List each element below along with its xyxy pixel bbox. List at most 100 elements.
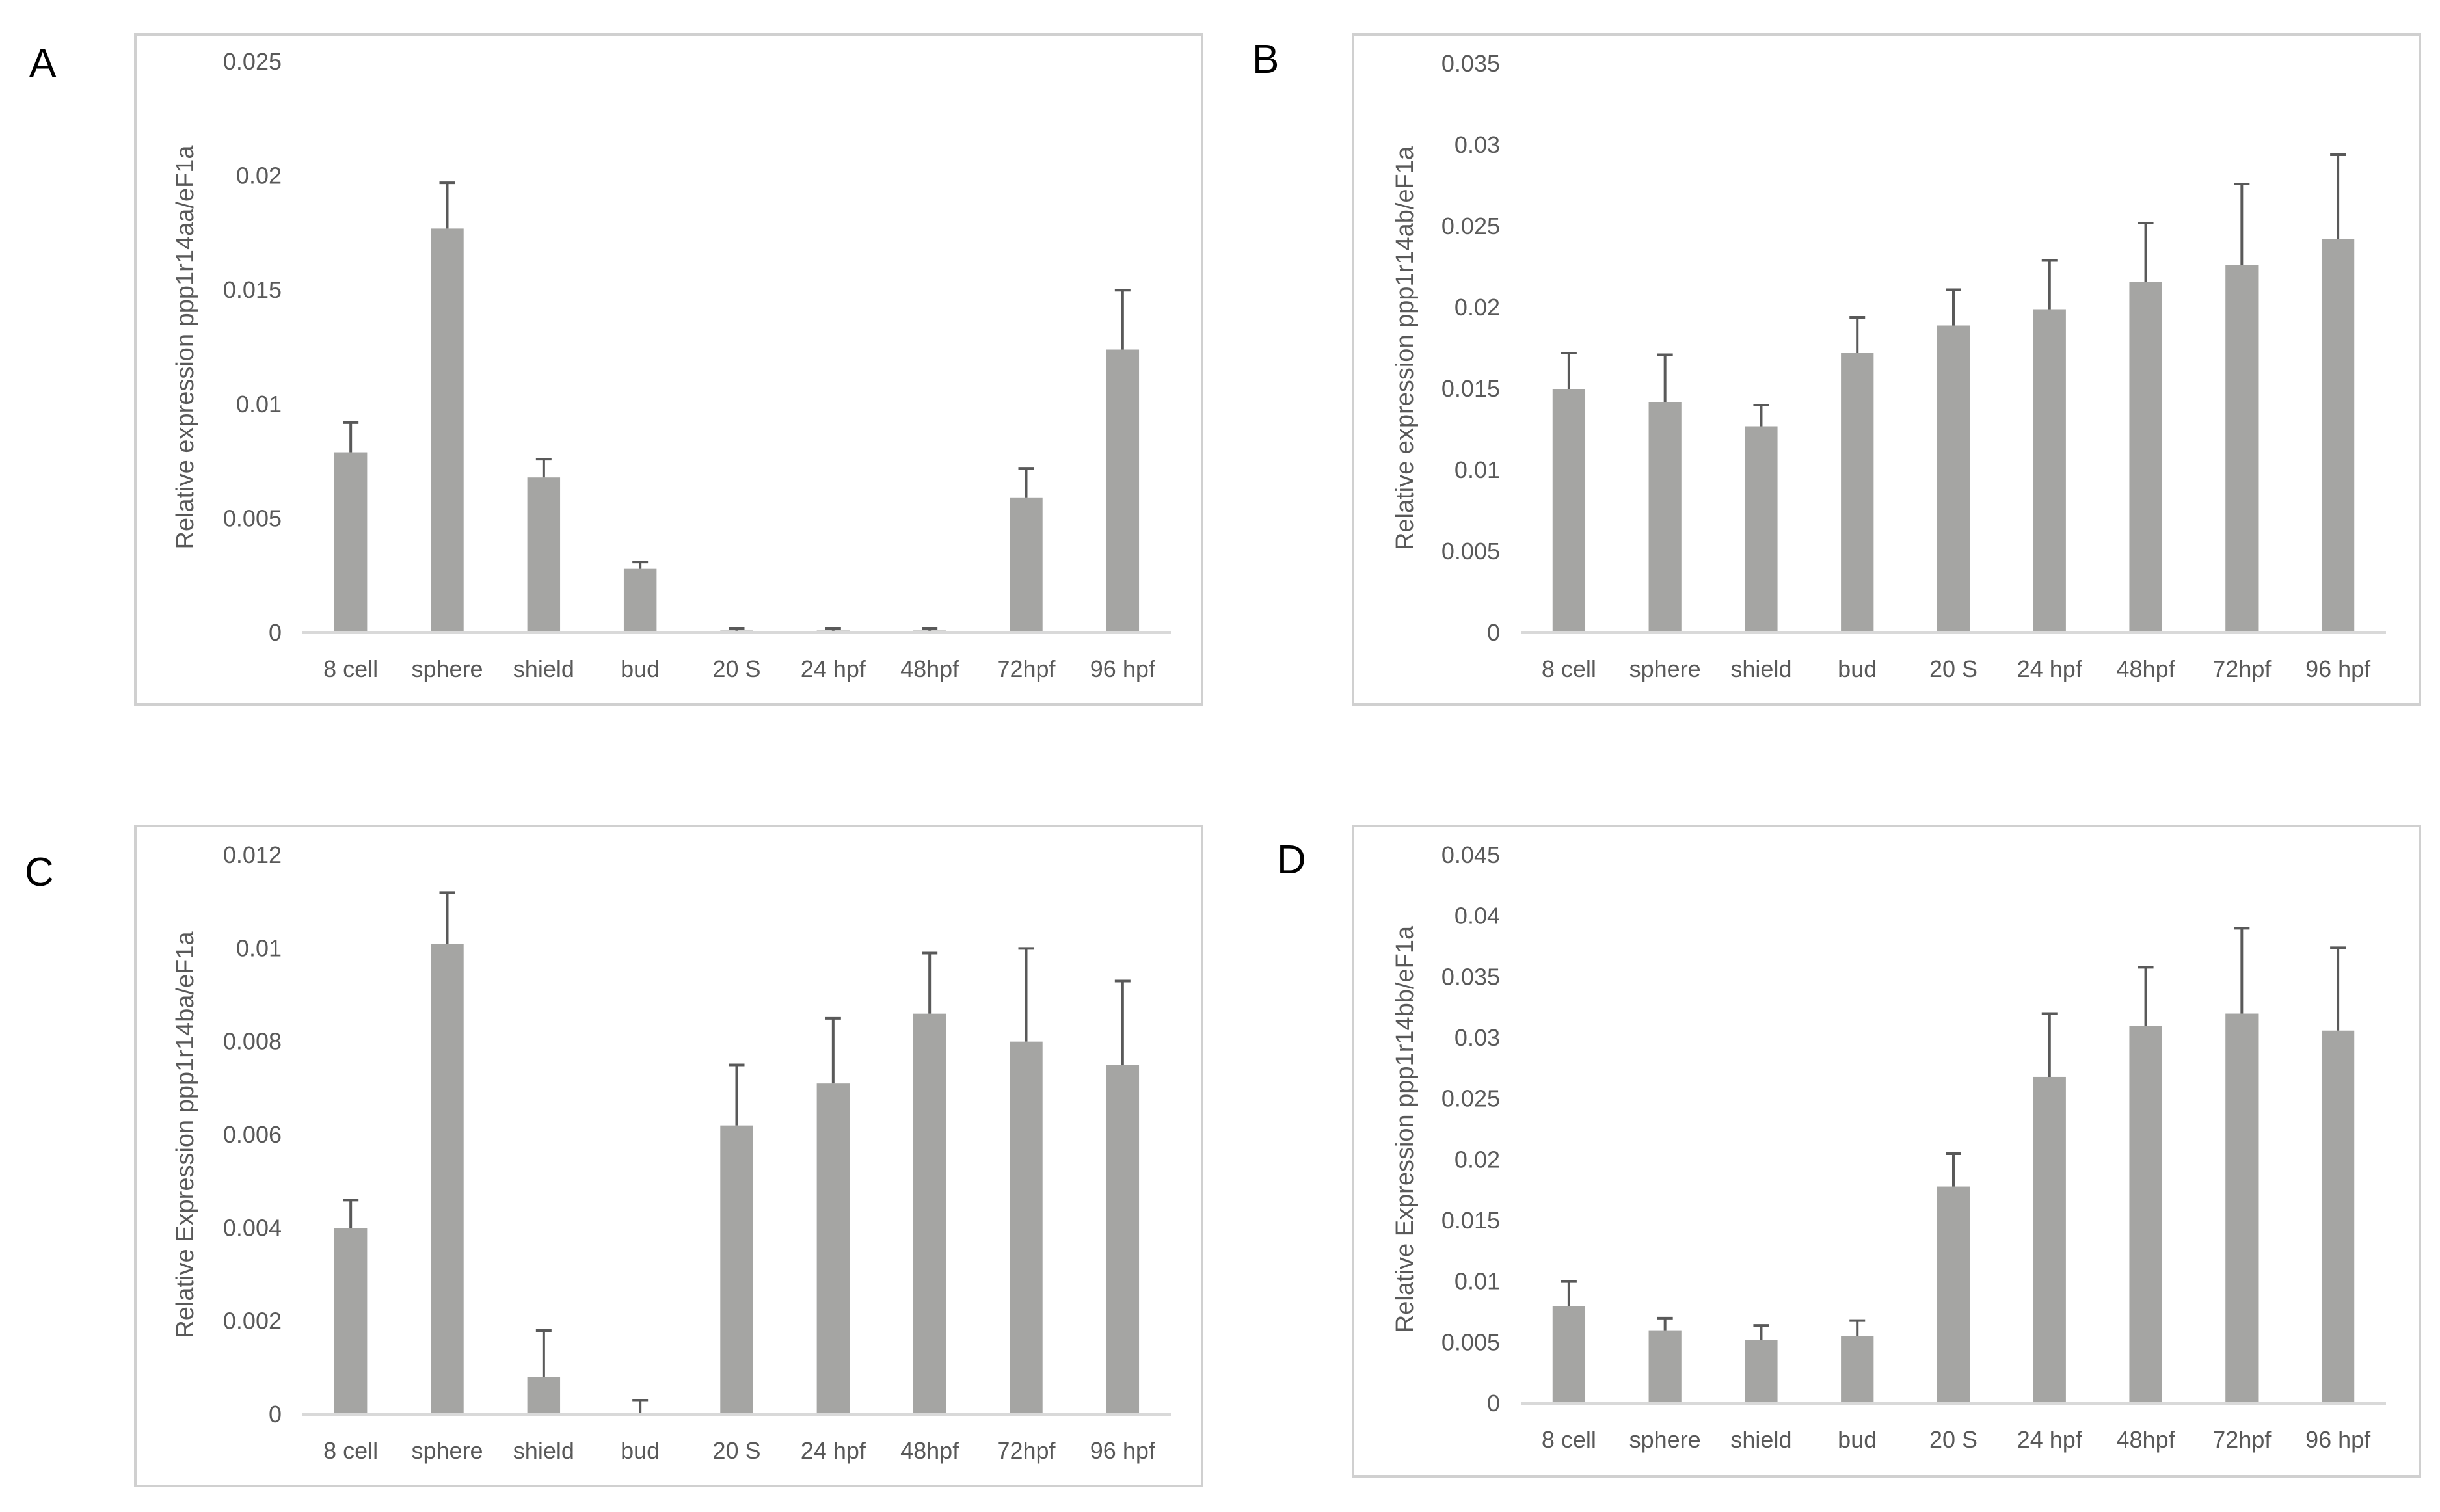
x-tick-label: sphere (411, 1437, 483, 1464)
bar (2321, 1030, 2355, 1403)
bar (1648, 402, 1682, 633)
y-tick-label: 0.01 (1455, 1268, 1500, 1295)
bar (527, 1377, 561, 1414)
y-axis-title: Relative Expression ppp1r14bb/eF1a (1391, 925, 1419, 1333)
chart-panel-b: B 0 0.005 0.01 0.015 0.02 0.025 0.03 0.035 Relati… (1252, 33, 2421, 706)
x-tick-label: shield (1730, 656, 1791, 682)
x-tick-label: 48hpf (900, 1437, 959, 1464)
y-tick-label: 0.03 (1455, 131, 1500, 158)
x-tick-label: sphere (1629, 656, 1701, 682)
bar (1841, 353, 1874, 633)
bar (334, 452, 368, 633)
x-tick-label: 20 S (1929, 656, 1977, 682)
y-tick-label: 0.005 (223, 505, 282, 531)
bar (2225, 265, 2259, 633)
bar (913, 1013, 946, 1414)
chart-panel-a: A 0 0.005 0.01 0.015 0.02 0.025 Relative expres… (29, 33, 1203, 706)
x-tick-label: 24 hpf (801, 656, 866, 682)
panel-letter: B (1252, 37, 1279, 82)
y-tick-label: 0.008 (223, 1028, 282, 1055)
bar (431, 944, 464, 1414)
x-tick-label: 96 hpf (1090, 656, 1156, 682)
bar (1937, 1186, 1970, 1403)
y-axis-title: Relative Expression ppp1r14ba/eF1a (172, 931, 199, 1338)
y-tick-label: 0 (1487, 1390, 1500, 1416)
x-tick-label: 24 hpf (2017, 656, 2083, 682)
bar (2129, 1026, 2162, 1403)
y-tick-label: 0.004 (223, 1214, 282, 1241)
x-tick-label: 72hpf (997, 1437, 1056, 1464)
x-tick-label: 20 S (712, 656, 760, 682)
bar (623, 568, 657, 633)
bar (2225, 1013, 2259, 1403)
bar (334, 1228, 368, 1414)
x-tick-label: 72hpf (2212, 1426, 2272, 1453)
bar (2129, 282, 2162, 633)
y-tick-label: 0.005 (1441, 538, 1500, 564)
bar (2033, 1076, 2066, 1403)
bar (816, 1083, 850, 1414)
y-tick-label: 0.025 (1441, 213, 1500, 239)
x-tick-label: 8 cell (323, 1437, 378, 1464)
y-tick-label: 0.012 (223, 842, 282, 868)
bar (1106, 349, 1140, 633)
y-tick-label: 0.045 (1441, 842, 1500, 868)
y-tick-label: 0.015 (223, 276, 282, 303)
y-tick-label: 0.02 (1455, 294, 1500, 321)
y-axis-title: Relative expression ppp1r14aa/eF1a (172, 145, 199, 550)
y-tick-label: 0.005 (1441, 1329, 1500, 1355)
x-tick-label: 20 S (712, 1437, 760, 1464)
panel-frame (1352, 825, 2421, 1478)
x-tick-label: 24 hpf (2017, 1426, 2083, 1453)
x-tick-label: 20 S (1929, 1426, 1977, 1453)
x-tick-label: 96 hpf (1090, 1437, 1156, 1464)
y-tick-label: 0.015 (1441, 1207, 1500, 1234)
panel-frame (1352, 33, 2421, 706)
x-tick-label: 24 hpf (801, 1437, 866, 1464)
y-tick-label: 0.02 (1455, 1146, 1500, 1173)
bar (1552, 389, 1586, 633)
bar (431, 228, 464, 633)
bar (1745, 1340, 1778, 1403)
y-tick-label: 0 (269, 1401, 282, 1427)
bar (1552, 1306, 1586, 1403)
bar (1841, 1336, 1874, 1403)
y-axis-title: Relative expression ppp1r14ab/eF1a (1391, 146, 1419, 550)
y-tick-label: 0.035 (1441, 50, 1500, 77)
y-tick-label: 0 (1487, 619, 1500, 646)
x-tick-label: 72hpf (997, 656, 1056, 682)
x-tick-label: shield (513, 1437, 574, 1464)
y-tick-label: 0.015 (1441, 375, 1500, 402)
x-tick-label: shield (1730, 1426, 1791, 1453)
x-tick-label: 8 cell (1542, 1426, 1596, 1453)
panel-frame (134, 825, 1203, 1487)
bar (1648, 1330, 1682, 1403)
x-tick-label: 96 hpf (2305, 656, 2371, 682)
x-tick-label: bud (621, 1437, 660, 1464)
x-tick-label: 72hpf (2212, 656, 2272, 682)
chart-panel-d: D 0 0.005 0.01 0.015 0.02 0.025 0.03 0.035 0.04 0.… (1277, 825, 2421, 1478)
x-tick-label: 8 cell (323, 656, 378, 682)
x-tick-label: 48hpf (2117, 1426, 2176, 1453)
y-tick-label: 0.025 (1441, 1085, 1500, 1112)
bar (1106, 1065, 1140, 1414)
x-tick-label: sphere (1629, 1426, 1701, 1453)
bar (720, 1125, 753, 1414)
y-tick-label: 0.01 (236, 935, 282, 961)
x-tick-label: bud (1838, 1426, 1877, 1453)
bar (527, 477, 561, 633)
y-tick-label: 0.01 (236, 391, 282, 418)
y-tick-label: 0.02 (236, 163, 282, 189)
panel-letter: C (25, 850, 54, 895)
y-tick-label: 0.04 (1455, 903, 1500, 929)
bar (2033, 309, 2066, 633)
x-tick-label: 8 cell (1542, 656, 1596, 682)
chart-panel-c: C 0 0.002 0.004 0.006 0.008 0.01 0.012 Relative … (25, 825, 1203, 1487)
x-tick-label: bud (1838, 656, 1877, 682)
x-tick-label: 48hpf (900, 656, 959, 682)
y-tick-label: 0.01 (1455, 457, 1500, 483)
y-tick-label: 0.025 (223, 48, 282, 75)
panel-letter: D (1277, 838, 1306, 882)
panel-letter: A (29, 41, 57, 86)
y-tick-label: 0.03 (1455, 1024, 1500, 1051)
